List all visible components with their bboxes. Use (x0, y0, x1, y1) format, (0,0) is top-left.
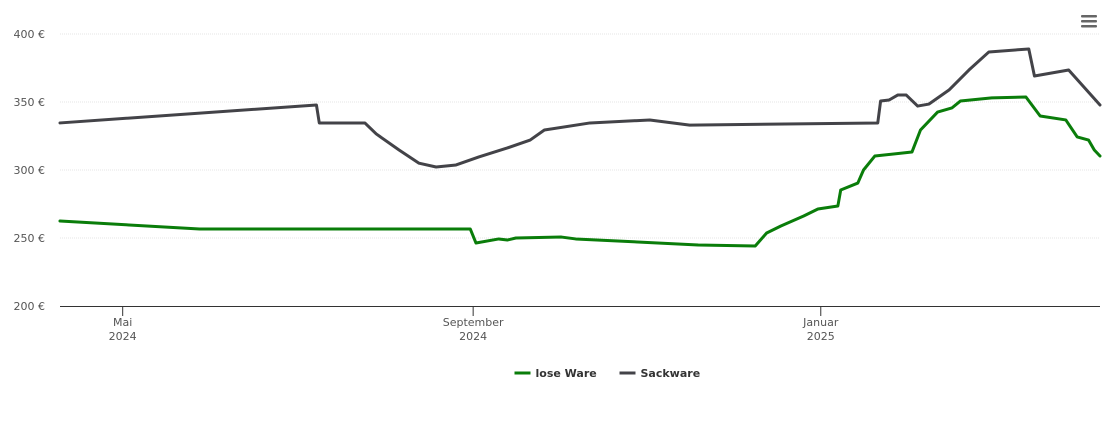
legend-label: lose Ware (536, 367, 597, 380)
x-tick-label-line: 2025 (807, 330, 835, 343)
line (58, 95, 1102, 248)
y-tick-label: 300 € (14, 164, 46, 177)
x-tick-label-line: Januar (802, 316, 839, 329)
legend-item[interactable]: lose Ware (514, 367, 597, 380)
x-tick-label-line: 2024 (459, 330, 487, 343)
y-tick-label: 400 € (14, 28, 46, 41)
y-tick-label: 250 € (14, 232, 46, 245)
y-tick-label: 350 € (14, 96, 46, 109)
legend-item[interactable]: Sackware (619, 367, 701, 380)
menu-button[interactable] (1078, 12, 1100, 32)
x-tick-label-line: September (443, 316, 504, 329)
y-tick-label: 200 € (14, 300, 46, 313)
line (58, 47, 1102, 169)
x-tick-label: Mai 2024 (109, 316, 137, 343)
x-tick-label-line: 2024 (109, 330, 137, 343)
x-tick-label-line: Mai (113, 316, 132, 329)
x-tick-label: September 2024 (443, 316, 504, 343)
x-tick-label: Januar 2025 (802, 316, 839, 343)
legend-label: Sackware (641, 367, 701, 380)
